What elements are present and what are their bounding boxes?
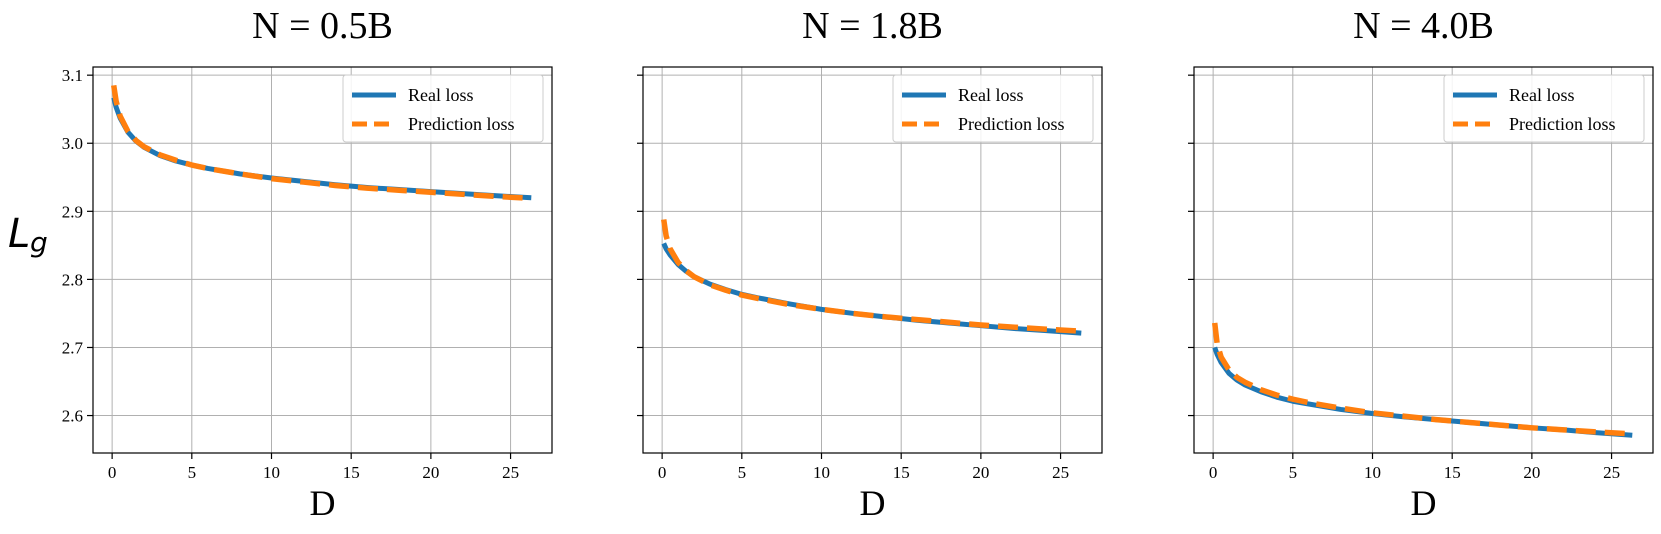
legend-label: Prediction loss — [1509, 114, 1616, 134]
legend-box — [892, 74, 1094, 143]
legend-label: Real loss — [408, 85, 474, 105]
legend: Real loss Prediction loss — [342, 74, 544, 143]
y-tick-label: 2.9 — [62, 202, 83, 221]
y-tick-label: 2.8 — [62, 270, 83, 289]
y-axis-label: L — [8, 211, 30, 257]
x-tick-label: 5 — [188, 463, 197, 482]
x-tick-label: 0 — [1209, 463, 1218, 482]
chart-title: N = 1.8B — [802, 5, 943, 47]
axes-frame — [1193, 66, 1654, 454]
x-tick-label: 5 — [1289, 463, 1298, 482]
x-tick-label: 25 — [1052, 463, 1069, 482]
y-axis-label-subscript: g — [30, 226, 48, 259]
y-tick-label: 2.7 — [62, 338, 84, 357]
legend: Real loss Prediction loss — [1443, 74, 1645, 143]
x-tick-label: 15 — [343, 463, 360, 482]
x-axis-label: D — [860, 483, 886, 523]
x-tick-label: 25 — [502, 463, 519, 482]
legend-label: Real loss — [958, 85, 1024, 105]
x-tick-label: 10 — [813, 463, 830, 482]
legend-label: Prediction loss — [408, 114, 515, 134]
x-tick-label: 15 — [1444, 463, 1461, 482]
series-line-prediction-loss — [111, 84, 532, 202]
chart-panel-1: 0 5 10 15 20 25 2.6 2.7 2.8 2.9 3.0 3.1 N = 0.5B D L g R… — [8, 5, 553, 523]
chart-title: N = 0.5B — [252, 5, 393, 47]
x-tick-label: 25 — [1603, 463, 1620, 482]
legend-box — [342, 74, 544, 143]
series-line-real-loss — [1212, 346, 1633, 438]
series-line-prediction-loss — [1211, 322, 1633, 437]
x-tick-label: 20 — [972, 463, 989, 482]
x-tick-label: 0 — [658, 463, 667, 482]
x-axis-label: D — [310, 483, 336, 523]
y-tick-label: 3.1 — [62, 66, 83, 85]
legend-label: Prediction loss — [958, 114, 1065, 134]
x-tick-label: 10 — [1364, 463, 1381, 482]
x-tick-label: 15 — [893, 463, 910, 482]
legend-box — [1443, 74, 1645, 143]
legend: Real loss Prediction loss — [892, 74, 1094, 143]
legend-label: Real loss — [1509, 85, 1575, 105]
x-tick-label: 10 — [263, 463, 280, 482]
series-line-prediction-loss — [660, 219, 1082, 334]
x-tick-label: 20 — [1523, 463, 1540, 482]
chart-panel-3: 0 5 10 15 20 25 N = 4.0B D Real loss Prediction l… — [1188, 5, 1654, 523]
chart-title: N = 4.0B — [1353, 5, 1494, 47]
axes-frame — [642, 66, 1103, 454]
x-tick-label: 20 — [422, 463, 439, 482]
x-tick-label: 0 — [108, 463, 117, 482]
x-axis-label: D — [1411, 483, 1437, 523]
x-tick-label: 5 — [738, 463, 747, 482]
axes-frame — [92, 66, 553, 454]
y-tick-label: 2.6 — [62, 407, 83, 426]
chart-panel-2: 0 5 10 15 20 25 N = 1.8B D Real loss Prediction l… — [637, 5, 1103, 523]
y-tick-label: 3.0 — [62, 134, 83, 153]
